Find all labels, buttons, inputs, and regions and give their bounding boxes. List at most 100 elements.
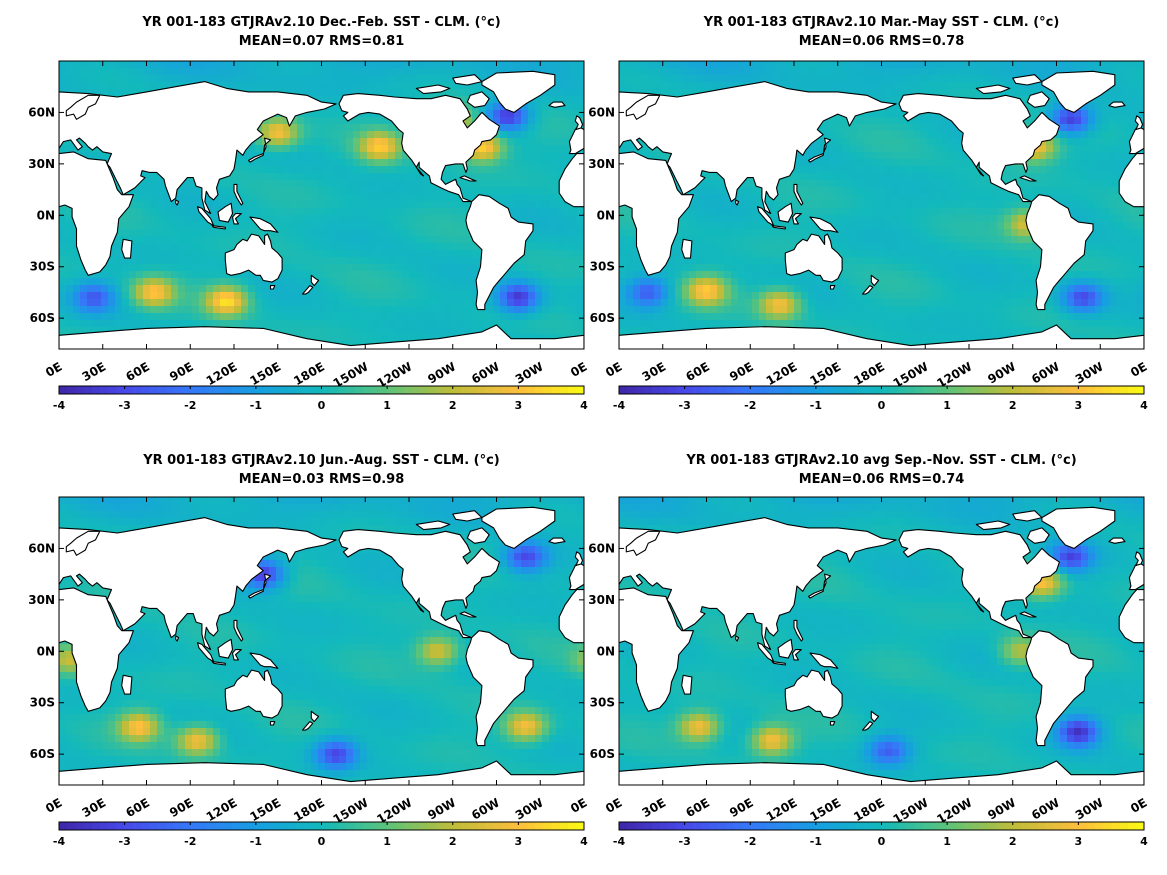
sst-cell (115, 68, 123, 76)
sst-cell (311, 285, 319, 293)
sst-cell (619, 208, 627, 216)
sst-cell (304, 82, 312, 90)
sst-cell (402, 222, 410, 230)
sst-cell (843, 82, 851, 90)
sst-cell (122, 264, 130, 272)
sst-cell (752, 250, 760, 258)
sst-cell (430, 61, 438, 69)
sst-cell (843, 145, 851, 153)
sst-cell (570, 110, 578, 118)
sst-cell (157, 222, 165, 230)
sst-cell (892, 117, 900, 125)
sst-cell (150, 61, 158, 69)
sst-cell (675, 243, 683, 251)
sst-cell (276, 292, 284, 300)
sst-cell (892, 187, 900, 195)
sst-cell (696, 229, 704, 237)
sst-cell (353, 327, 361, 335)
sst-cell (430, 201, 438, 209)
sst-cell (374, 257, 382, 265)
sst-cell (500, 68, 508, 76)
colorbar-swatch (395, 386, 405, 394)
sst-cell (178, 61, 186, 69)
sst-cell (836, 306, 844, 314)
sst-cell (297, 243, 305, 251)
sst-cell (234, 68, 242, 76)
sst-cell (724, 278, 732, 286)
sst-cell (206, 250, 214, 258)
sst-cell (325, 299, 333, 307)
sst-cell (535, 327, 543, 335)
sst-cell (290, 201, 298, 209)
sst-cell (276, 117, 284, 125)
sst-cell (381, 194, 389, 202)
sst-cell (185, 257, 193, 265)
colorbar-swatch (337, 386, 347, 394)
sst-cell (675, 68, 683, 76)
sst-cell (234, 299, 242, 307)
sst-cell (353, 173, 361, 181)
sst-cell (801, 166, 809, 174)
sst-cell (696, 299, 704, 307)
y-tick-label: 30N (28, 157, 55, 171)
sst-cell (227, 61, 235, 69)
sst-cell (122, 320, 130, 328)
sst-cell (738, 187, 746, 195)
sst-cell (157, 215, 165, 223)
sst-cell (381, 250, 389, 258)
sst-cell (59, 320, 67, 328)
sst-cell (388, 68, 396, 76)
sst-cell (507, 124, 515, 132)
sst-cell (535, 229, 543, 237)
sst-cell (472, 187, 480, 195)
sst-cell (577, 271, 584, 279)
sst-cell (276, 145, 284, 153)
sst-cell (843, 61, 851, 69)
sst-cell (493, 103, 501, 111)
sst-cell (766, 243, 774, 251)
sst-cell (374, 117, 382, 125)
sst-cell (143, 208, 151, 216)
sst-cell (332, 89, 340, 97)
sst-cell (129, 61, 137, 69)
sst-cell (304, 124, 312, 132)
sst-cell (402, 320, 410, 328)
coastline-philippines (233, 183, 244, 206)
sst-cell (206, 75, 214, 83)
sst-cell (304, 278, 312, 286)
sst-cell (843, 117, 851, 125)
sst-cell (234, 180, 242, 188)
sst-cell (682, 75, 690, 83)
sst-cell (318, 285, 326, 293)
sst-cell (395, 285, 403, 293)
sst-cell (661, 313, 669, 321)
sst-cell (388, 306, 396, 314)
sst-cell (213, 257, 221, 265)
sst-cell (381, 334, 389, 342)
sst-cell (283, 271, 291, 279)
sst-cell (255, 145, 263, 153)
sst-cell (885, 145, 893, 153)
sst-cell (703, 229, 711, 237)
sst-cell (164, 208, 172, 216)
sst-cell (262, 180, 270, 188)
sst-cell (73, 271, 81, 279)
sst-cell (542, 152, 550, 160)
sst-cell (262, 215, 270, 223)
sst-cell (164, 264, 172, 272)
sst-cell (486, 313, 494, 321)
sst-cell (157, 278, 165, 286)
sst-cell (668, 257, 676, 265)
sst-cell (388, 313, 396, 321)
sst-cell (745, 187, 753, 195)
sst-cell (801, 229, 809, 237)
sst-cell (402, 271, 410, 279)
sst-cell (318, 68, 326, 76)
sst-cell (332, 285, 340, 293)
sst-cell (871, 180, 879, 188)
sst-cell (185, 208, 193, 216)
sst-cell (234, 229, 242, 237)
sst-cell (381, 264, 389, 272)
sst-cell (472, 313, 480, 321)
